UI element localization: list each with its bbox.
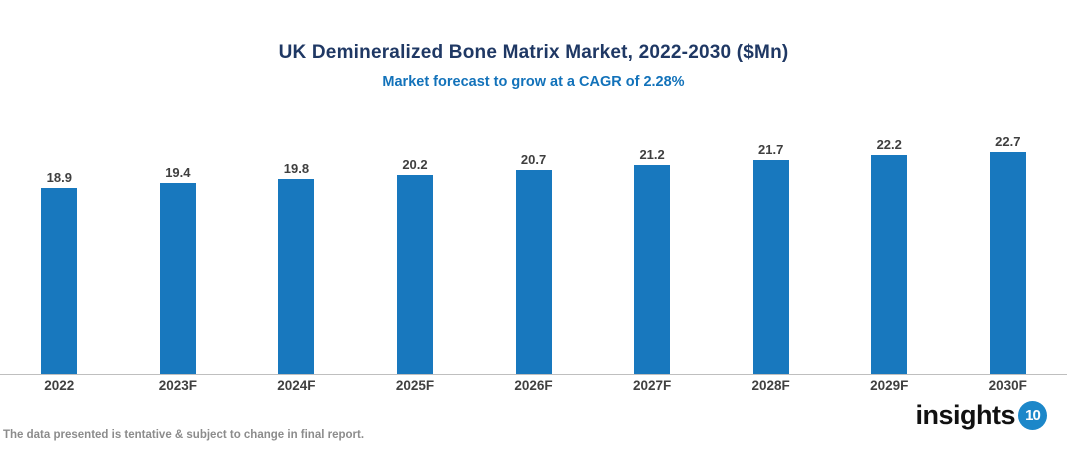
chart-title: UK Demineralized Bone Matrix Market, 202…: [278, 42, 789, 63]
bar: [396, 175, 433, 374]
bar-column: 18.9: [0, 134, 119, 374]
bar-value-label: 20.2: [402, 157, 428, 172]
bar-value-label: 22.2: [876, 137, 902, 152]
x-axis-tick-label: 2024F: [277, 378, 316, 393]
bar-column: 22.7: [949, 134, 1067, 374]
x-axis-tick-label: 2022: [44, 378, 75, 393]
x-axis-tick-label: 2026F: [514, 378, 553, 393]
bar-column: 21.7: [711, 134, 830, 374]
insights10-logo: insights 10: [915, 400, 1047, 431]
bar-value-label: 21.7: [758, 142, 784, 157]
bar-value-label: 18.9: [46, 170, 72, 185]
bar-value-label: 19.8: [283, 161, 310, 176]
bar: [752, 160, 789, 374]
x-axis-line: [0, 374, 1067, 375]
bar: [159, 183, 196, 374]
x-axis-tick-label: 2025F: [395, 378, 435, 393]
bar-value-label: 19.4: [165, 165, 191, 180]
bar-columns: 18.9 19.4 19.8 20.2 20.7 21.2 21.7 22.2 22.7: [0, 134, 1067, 374]
x-axis-tick-label: 2027F: [632, 378, 672, 393]
bar: [278, 179, 315, 374]
bar-value-label: 21.2: [639, 147, 665, 162]
chart-subtitle: Market forecast to grow at a CAGR of 2.2…: [382, 74, 685, 90]
bar-column: 21.2: [593, 134, 712, 374]
bar-column: 20.2: [356, 134, 475, 374]
x-axis-tick-label: 2029F: [870, 378, 909, 393]
disclaimer-text: The data presented is tentative & subjec…: [3, 429, 365, 441]
bar-value-label: 20.7: [520, 152, 547, 167]
bar-column: 19.4: [119, 134, 238, 374]
bar: [989, 152, 1026, 374]
x-axis-tick-label: 2030F: [988, 378, 1027, 393]
bar-chart-plot-area: 18.9 19.4 19.8 20.2 20.7 21.2 21.7 22.2 22.7: [0, 134, 1067, 374]
bar: [515, 170, 552, 374]
bar-column: 22.2: [830, 134, 949, 374]
bar: [41, 188, 78, 374]
bar: [871, 155, 908, 374]
x-axis-tick-label: 2023F: [158, 378, 197, 393]
bar-value-label: 22.7: [995, 134, 1021, 149]
bar: [634, 165, 671, 374]
logo-badge-10: 10: [1018, 401, 1047, 430]
bar-column: 20.7: [474, 134, 593, 374]
x-axis-tick-label: 2028F: [751, 378, 790, 393]
x-axis-tick-labels: 2022 2023F 2024F 2025F 2026F 2027F 2028F 2029F 2…: [0, 378, 1067, 393]
bar-column: 19.8: [237, 134, 356, 374]
logo-text: insights: [915, 400, 1015, 430]
